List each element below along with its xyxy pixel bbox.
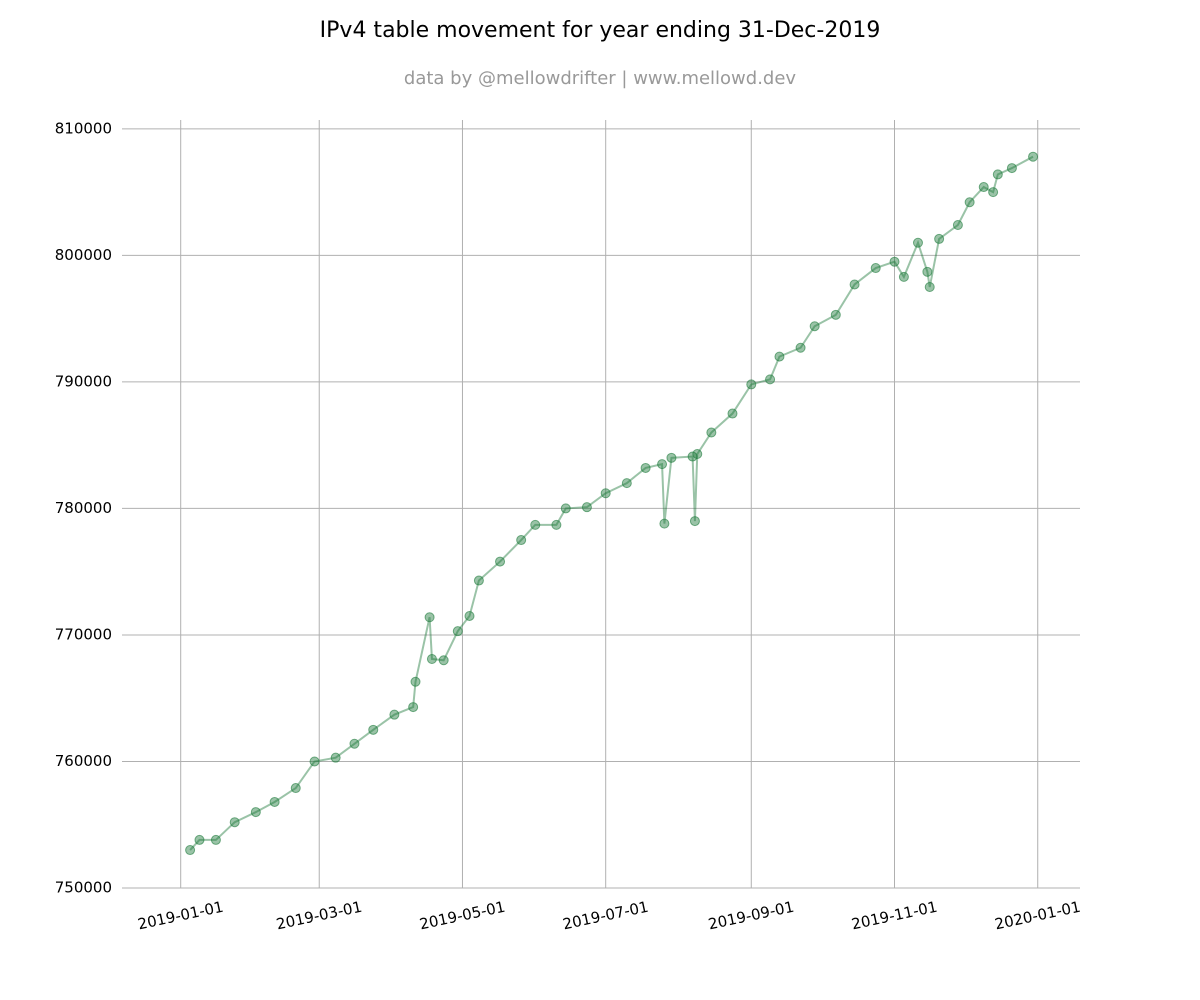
data-point [600,488,611,499]
x-tick-label: 2019-09-01 [707,898,796,934]
data-point [659,518,670,529]
data-point [774,351,785,362]
chart-subtitle: data by @mellowdrifter | www.mellowd.dev [404,68,797,89]
data-point [210,834,221,845]
data-point [870,263,881,274]
data-point [495,556,506,567]
data-point [269,796,280,807]
data-point [424,612,435,623]
data-point [992,169,1003,180]
data-point [452,626,463,637]
data-point [309,756,320,767]
data-point [1028,151,1039,162]
y-tick-label: 750000 [55,879,112,897]
x-tick-label: 2019-11-01 [850,898,939,934]
data-point [551,519,562,530]
data-point [229,817,240,828]
data-point [988,187,999,198]
x-tick-label: 2019-07-01 [561,898,650,934]
data-point [349,738,360,749]
y-tick-label: 800000 [55,246,112,264]
x-tick-label: 2019-01-01 [136,898,225,934]
data-point [830,309,841,320]
data-point [924,282,935,293]
data-point [898,271,909,282]
data-point [952,220,963,231]
y-tick-label: 760000 [55,752,112,770]
y-tick-label: 770000 [55,625,112,643]
data-point [621,478,632,489]
data-point [687,451,698,462]
data-point [389,709,400,720]
data-point [922,266,933,277]
data-point [934,233,945,244]
x-tick-label: 2019-05-01 [418,898,507,934]
data-point [581,502,592,513]
data-point [809,321,820,332]
y-tick-label: 780000 [55,499,112,517]
data-point [1006,163,1017,174]
data-point [516,535,527,546]
data-point [530,519,541,530]
data-point [194,834,205,845]
data-point [410,676,421,687]
data-point [706,427,717,438]
data-point [408,702,419,713]
x-tick-label: 2020-01-01 [993,898,1082,934]
data-point [290,783,301,794]
data-point [368,724,379,735]
data-point [765,374,776,385]
data-point [689,516,700,527]
data-point [849,279,860,290]
data-point [473,575,484,586]
data-point [727,408,738,419]
data-point [185,845,196,856]
series-line [189,155,1034,851]
data-point [426,653,437,664]
data-point [438,655,449,666]
x-tick-label: 2019-03-01 [275,898,364,934]
data-point [560,503,571,514]
data-point [795,342,806,353]
data-point [666,452,677,463]
data-point [964,197,975,208]
data-point [250,807,261,818]
data-point [746,379,757,390]
data-point [657,459,668,470]
y-tick-label: 810000 [55,119,112,137]
chart-title: IPv4 table movement for year ending 31-D… [320,18,881,43]
data-point [912,237,923,248]
data-point [889,256,900,267]
y-tick-label: 790000 [55,372,112,390]
data-point [640,462,651,473]
data-point [692,449,703,460]
data-point [978,182,989,193]
data-point [330,752,341,763]
data-point [464,610,475,621]
